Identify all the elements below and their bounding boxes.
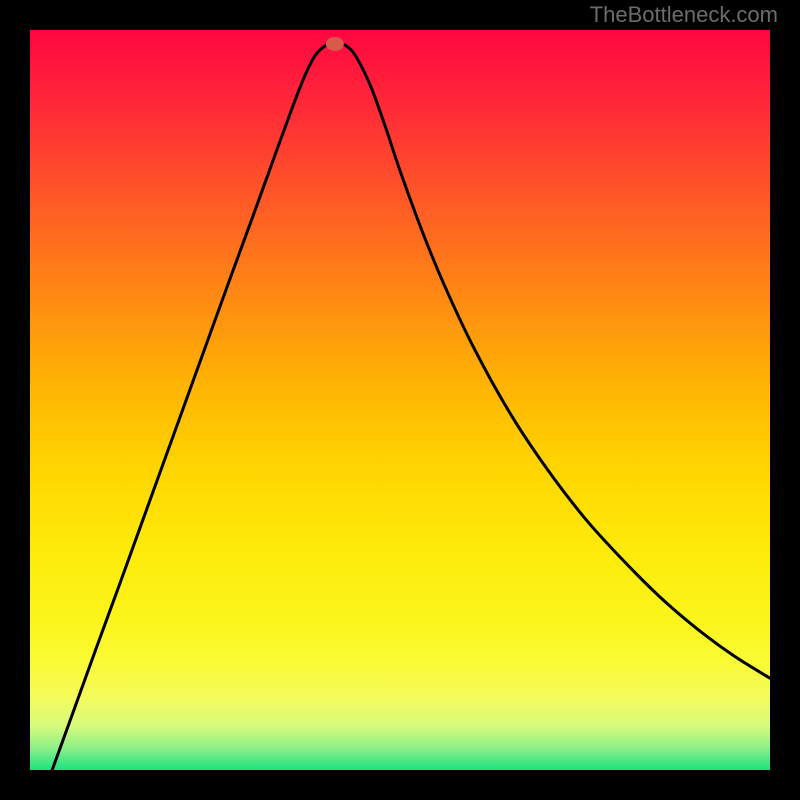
optimum-marker — [326, 37, 344, 51]
curve-line — [52, 44, 770, 770]
bottleneck-curve — [30, 30, 770, 770]
watermark-text: TheBottleneck.com — [590, 2, 778, 28]
